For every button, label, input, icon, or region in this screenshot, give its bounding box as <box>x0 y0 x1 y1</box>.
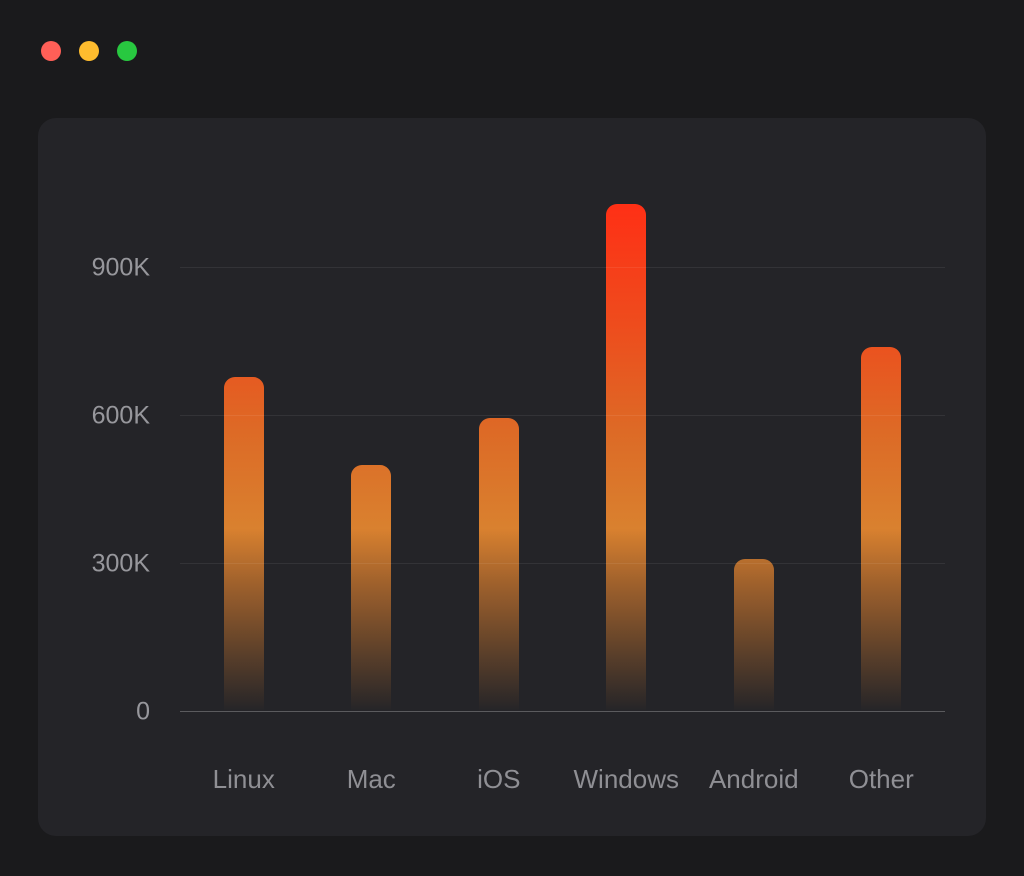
x-axis-label: iOS <box>477 764 521 794</box>
bar-slot <box>308 202 436 712</box>
plot-area: 900K 600K 300K 0 <box>92 202 945 726</box>
x-axis-label: Windows <box>573 764 679 794</box>
bar-slot <box>563 202 691 712</box>
zoom-button[interactable] <box>117 41 137 61</box>
chart-card: 900K 600K 300K 0 Linux Mac iOS Windows Android O… <box>38 118 986 836</box>
bar-ios <box>478 418 519 712</box>
x-axis-label: Other <box>848 764 914 794</box>
bars <box>180 202 945 712</box>
bar-slot <box>818 202 946 712</box>
traffic-lights <box>41 41 137 61</box>
y-tick-label: 0 <box>136 697 150 726</box>
x-axis-label: Android <box>708 764 799 794</box>
y-tick-label: 600K <box>91 401 150 430</box>
x-labels: Linux Mac iOS Windows Android Other <box>180 764 945 795</box>
y-tick-label: 900K <box>91 253 150 282</box>
x-axis-line <box>180 711 945 712</box>
bar-linux <box>223 377 264 712</box>
close-button[interactable] <box>41 41 61 61</box>
bar-android <box>733 559 774 712</box>
gridline <box>180 563 945 564</box>
bar-slot <box>180 202 308 712</box>
x-axis-label: Linux <box>212 764 275 794</box>
minimize-button[interactable] <box>79 41 99 61</box>
gridline <box>180 267 945 268</box>
bar-mac <box>351 465 392 712</box>
x-axis-label: Mac <box>346 764 396 794</box>
gridline <box>180 415 945 416</box>
bar-other <box>861 347 902 712</box>
y-tick-label: 300K <box>91 549 150 578</box>
bar-windows <box>606 204 647 712</box>
bar-slot <box>690 202 818 712</box>
bar-slot <box>435 202 563 712</box>
